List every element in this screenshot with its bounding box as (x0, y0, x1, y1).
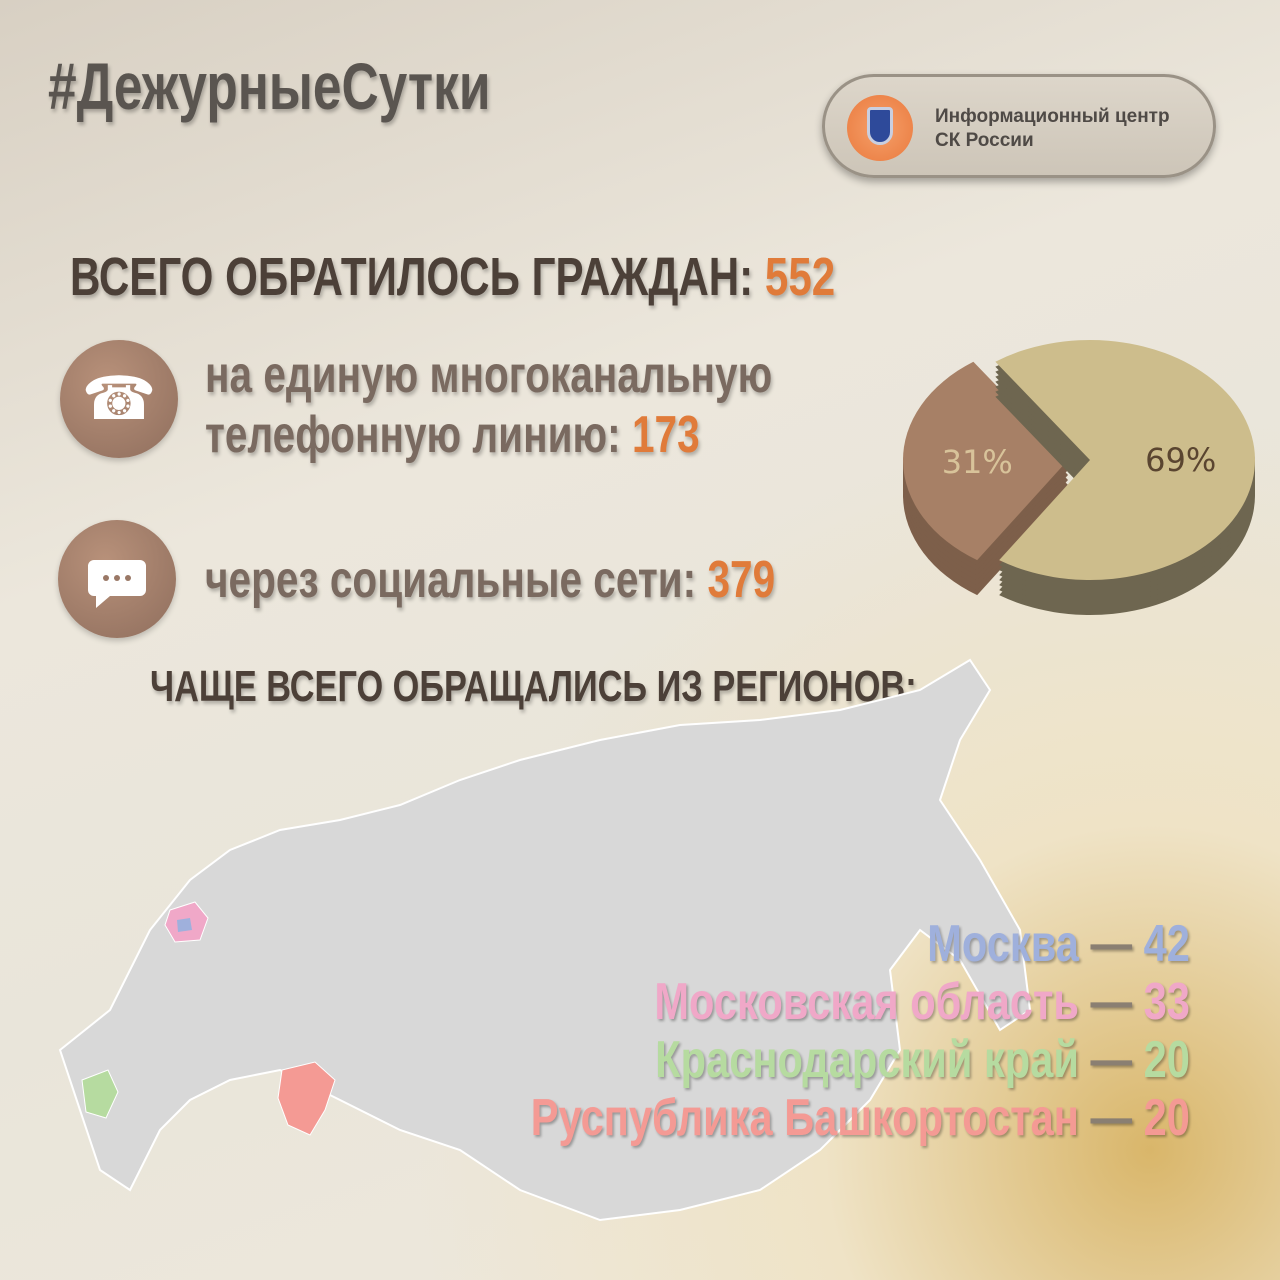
region-item: Руспублика Башкортостан — 20 (531, 1089, 1190, 1147)
region-separator: — (1079, 915, 1144, 973)
hashtag-title: #ДежурныеСутки (48, 49, 491, 123)
region-krasnodar (81, 1069, 119, 1119)
regions-list: Москва — 42 Московская область — 33 Красно… (366, 915, 1190, 1147)
region-bashkortostan (277, 1061, 336, 1136)
badge-text: Информационный центр СК России (935, 105, 1170, 153)
region-moscow (177, 918, 192, 932)
russia-map (58, 658, 1032, 1222)
social-label: через социальные сети: (205, 551, 708, 609)
region-separator: — (1079, 1031, 1144, 1089)
phone-icon: ☎ (60, 340, 178, 458)
total-label: ВСЕГО ОБРАТИЛОСЬ ГРАЖДАН: (70, 247, 765, 307)
region-value: 33 (1143, 973, 1190, 1031)
region-name: Руспублика Башкортостан (530, 1089, 1079, 1147)
region-value: 42 (1143, 915, 1190, 973)
phone-line1: на единую многоканальную (205, 346, 773, 404)
region-separator: — (1079, 1089, 1144, 1147)
region-name: Московская область (654, 973, 1079, 1031)
chat-icon (58, 520, 176, 638)
region-item: Москва — 42 (531, 915, 1190, 973)
region-item: Краснодарский край — 20 (531, 1031, 1190, 1089)
info-center-badge: Информационный центр СК России (822, 74, 1216, 178)
social-value: 379 (707, 551, 776, 609)
pie-chart: 31% 69% (903, 340, 1255, 615)
pie-label: 69% (1145, 441, 1216, 479)
phone-line2: телефонную линию: (205, 406, 632, 464)
badge-line1: Информационный центр (935, 106, 1170, 127)
badge-line2: СК России (935, 130, 1034, 151)
total-value: 552 (764, 247, 836, 307)
region-name: Москва (927, 915, 1079, 973)
phone-line-stat: на единую многоканальную телефонную лини… (205, 345, 772, 465)
region-item: Московская область — 33 (531, 973, 1190, 1031)
pie-slice (903, 361, 1068, 561)
social-stat: через социальные сети: 379 (205, 550, 775, 610)
pie-slice (995, 340, 1255, 580)
phone-value: 173 (631, 406, 700, 464)
region-name: Краснодарский край (655, 1031, 1079, 1089)
sk-emblem-icon (847, 95, 913, 161)
region-separator: — (1079, 973, 1144, 1031)
pie-label: 31% (942, 443, 1013, 481)
region-value: 20 (1143, 1089, 1190, 1147)
region-value: 20 (1143, 1031, 1190, 1089)
regions-title: ЧАЩЕ ВСЕГО ОБРАЩАЛИСЬ ИЗ РЕГИОНОВ: (150, 662, 917, 711)
total-heading: ВСЕГО ОБРАТИЛОСЬ ГРАЖДАН: 552 (70, 246, 835, 308)
